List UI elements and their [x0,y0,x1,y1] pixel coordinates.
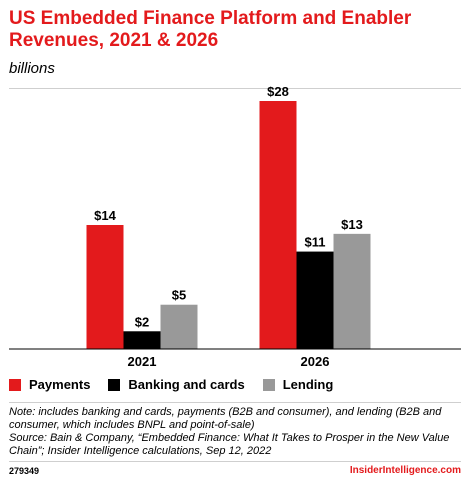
value-label-banking-and-cards-2026: $11 [305,235,326,250]
chart-subtitle: billions [9,60,55,77]
legend-label-banking-and-cards: Banking and cards [128,377,245,392]
chart-title: US Embedded Finance Platform and Enabler… [9,8,412,51]
title-divider [9,88,461,89]
legend-item-lending: Lending [262,377,334,392]
x-tick-label-2026: 2026 [301,354,330,369]
footer-divider [9,461,461,462]
value-label-payments-2026: $28 [267,84,289,99]
source-text: Source: Bain & Company, “Embedded Financ… [9,432,450,457]
value-label-lending-2026: $13 [341,217,363,232]
bar-lending-2021 [160,304,198,349]
legend-swatch-payments [9,378,21,391]
note-text: Note: includes banking and cards, paymen… [9,406,442,431]
legend-swatch-banking-and-cards [108,378,121,391]
chart-id: 279349 [9,466,40,476]
brand-logo-text: InsiderIntelligence.com [349,465,461,476]
bar-chart: $14 $2 $5 $28 $11 $13 2021 2026 [9,84,461,369]
chart-notes: Note: includes banking and cards, paymen… [9,406,461,458]
notes-divider [9,402,461,403]
bar-banking-and-cards-2026 [296,251,334,349]
value-label-payments-2021: $14 [94,208,116,223]
x-tick-labels-layer: 2021 2026 [128,354,330,369]
chart-legend: Payments Banking and cards Lending [9,377,351,392]
bar-payments-2021 [86,225,124,349]
bars-layer [86,101,371,349]
legend-swatch-lending [262,378,275,391]
legend-label-lending: Lending [282,377,334,392]
legend-item-banking-and-cards: Banking and cards [108,377,245,392]
legend-label-payments: Payments [29,377,91,392]
value-label-lending-2021: $5 [172,288,186,303]
value-labels-layer: $14 $2 $5 $28 $11 $13 [94,84,363,329]
bar-banking-and-cards-2021 [123,331,161,349]
bar-lending-2026 [333,233,371,349]
x-tick-label-2021: 2021 [128,354,157,369]
value-label-banking-and-cards-2021: $2 [135,314,149,329]
bar-payments-2026 [259,101,297,349]
legend-item-payments: Payments [9,377,90,392]
